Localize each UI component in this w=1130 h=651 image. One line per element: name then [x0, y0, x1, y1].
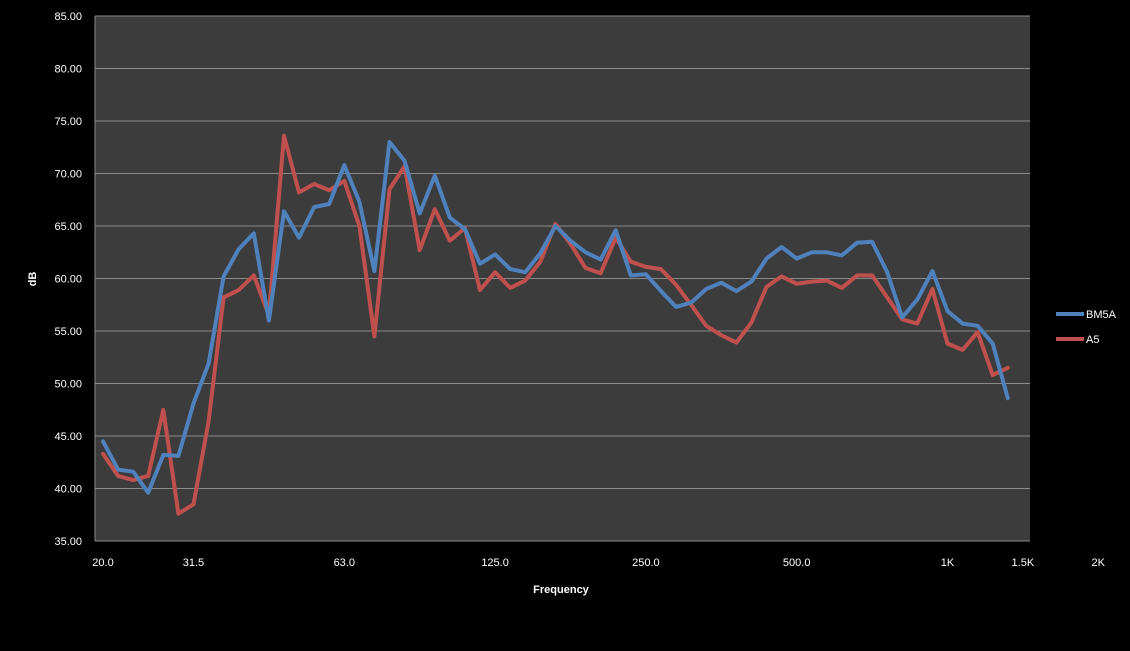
y-tick-label: 50.00 [54, 379, 82, 391]
y-tick-label: 65.00 [54, 221, 82, 233]
y-tick-label: 70.00 [54, 169, 82, 181]
legend: BM5A A5 [1056, 309, 1117, 346]
series-line-bm5a [101, 140, 1010, 495]
y-tick-label: 85.00 [54, 11, 82, 23]
x-tick-label: 500.0 [783, 557, 811, 569]
x-tick-label: 250.0 [632, 557, 660, 569]
y-axis-ticks: 35.00 40.00 45.00 50.00 55.00 60.00 65.00 70.00… [54, 11, 82, 548]
x-tick-label: 63.0 [334, 557, 355, 569]
y-axis-title: dB [27, 272, 39, 287]
y-tick-label: 55.00 [54, 326, 82, 338]
y-tick-label: 45.00 [54, 431, 82, 443]
series-line-a5 [101, 133, 1010, 516]
x-tick-label: 125.0 [481, 557, 509, 569]
y-tick-label: 40.00 [54, 484, 82, 496]
x-tick-label: 2K [1092, 557, 1106, 569]
x-tick-label: 31.5 [183, 557, 204, 569]
y-tick-label: 60.00 [54, 274, 82, 286]
y-tick-label: 80.00 [54, 64, 82, 76]
x-axis-title: Frequency [533, 584, 590, 596]
legend-label: BM5A [1086, 309, 1117, 321]
y-tick-label: 35.00 [54, 536, 82, 548]
x-tick-label: 1K [941, 557, 955, 569]
x-tick-label: 1.5K [1012, 557, 1035, 569]
y-tick-label: 75.00 [54, 116, 82, 128]
x-axis-ticks: 20.031.563.0125.0250.0500.01K1.5K2K4K8K1… [92, 557, 1106, 569]
series-lines [101, 133, 1010, 516]
legend-label: A5 [1086, 334, 1099, 346]
x-tick-label: 20.0 [92, 557, 113, 569]
